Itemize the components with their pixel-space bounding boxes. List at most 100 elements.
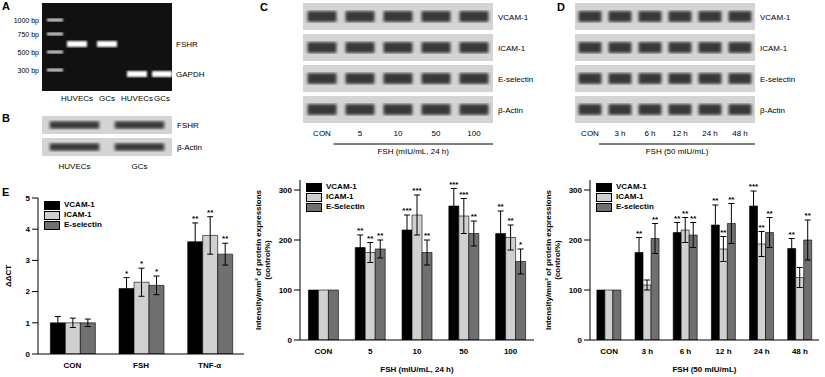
svg-text:24 h: 24 h: [702, 129, 718, 138]
svg-text:2: 2: [26, 287, 31, 296]
svg-text:1: 1: [26, 319, 31, 328]
svg-text:50: 50: [432, 129, 441, 138]
svg-text:HUVECs: HUVECs: [58, 162, 90, 171]
svg-text:β-Actin: β-Actin: [498, 106, 523, 115]
svg-text:TNF-α: TNF-α: [198, 361, 221, 370]
svg-text:A: A: [2, 0, 10, 12]
svg-text:300: 300: [279, 186, 293, 195]
svg-text:FSH (50 mIU/mL): FSH (50 mIU/mL): [672, 365, 736, 374]
svg-text:1000 bp: 1000 bp: [14, 17, 39, 25]
svg-text:GCs: GCs: [99, 94, 115, 103]
svg-text:**: **: [728, 195, 735, 204]
svg-text:3 h: 3 h: [641, 347, 653, 356]
svg-text:100: 100: [467, 129, 481, 138]
svg-text:Intensity/mm² of protein expre: Intensity/mm² of protein expressions(con…: [254, 189, 272, 330]
svg-text:GCs: GCs: [154, 94, 170, 103]
svg-text:FSH (mIU/mL, 24 h): FSH (mIU/mL, 24 h): [377, 147, 449, 156]
svg-text:50: 50: [459, 347, 468, 356]
svg-text:CON: CON: [315, 347, 333, 356]
svg-text:GCs: GCs: [132, 162, 148, 171]
svg-text:**: **: [712, 196, 719, 205]
svg-text:***: ***: [402, 206, 412, 215]
svg-text:3 h: 3 h: [614, 129, 625, 138]
svg-text:10: 10: [394, 129, 403, 138]
svg-text:300: 300: [569, 186, 583, 195]
svg-text:**: **: [758, 223, 765, 232]
svg-text:6 h: 6 h: [644, 129, 655, 138]
svg-text:FSH: FSH: [133, 361, 149, 370]
svg-text:750 bp: 750 bp: [18, 31, 40, 39]
svg-text:**: **: [508, 216, 515, 225]
svg-text:ICAM-1: ICAM-1: [760, 44, 788, 53]
svg-text:**: **: [805, 211, 812, 220]
svg-text:**: **: [471, 212, 478, 221]
svg-text:200: 200: [569, 236, 583, 245]
svg-text:100: 100: [504, 347, 518, 356]
svg-text:**: **: [652, 215, 659, 224]
svg-text:*: *: [519, 240, 523, 249]
svg-text:**: **: [636, 229, 643, 238]
svg-text:**: **: [720, 228, 727, 237]
svg-text:**: **: [789, 230, 796, 239]
svg-text:Intensity/mm² of protein expre: Intensity/mm² of protein expressions(con…: [544, 189, 562, 330]
svg-text:***: ***: [459, 190, 469, 199]
svg-text:200: 200: [279, 236, 293, 245]
svg-text:12 h: 12 h: [672, 129, 688, 138]
svg-text:*: *: [155, 267, 159, 276]
svg-text:CON: CON: [600, 347, 618, 356]
svg-text:4: 4: [26, 225, 31, 234]
svg-text:0: 0: [26, 350, 31, 359]
svg-text:12 h: 12 h: [716, 347, 732, 356]
svg-text:FSH (50 mIU/mL): FSH (50 mIU/mL): [646, 147, 709, 156]
svg-text:CON: CON: [581, 129, 599, 138]
svg-text:FSHR: FSHR: [177, 121, 199, 130]
svg-text:**: **: [357, 226, 364, 235]
svg-text:48 h: 48 h: [792, 347, 808, 356]
svg-text:300 bp: 300 bp: [18, 67, 40, 75]
svg-text:**: **: [690, 214, 697, 223]
svg-text:**: **: [367, 234, 374, 243]
svg-text:0: 0: [288, 336, 293, 345]
svg-text:24 h: 24 h: [754, 347, 770, 356]
svg-text:***: ***: [749, 182, 759, 191]
svg-text:**: **: [682, 209, 689, 218]
svg-text:**: **: [498, 202, 505, 211]
svg-text:6 h: 6 h: [680, 347, 692, 356]
svg-text:5: 5: [26, 194, 31, 203]
svg-text:***: ***: [449, 180, 459, 189]
svg-text:***: ***: [412, 186, 422, 195]
svg-text:E-selectin: E-selectin: [498, 75, 533, 84]
svg-text:E-selectin: E-selectin: [760, 75, 795, 84]
svg-text:**: **: [377, 231, 384, 240]
svg-text:**: **: [424, 231, 431, 240]
svg-text:**: **: [222, 234, 229, 243]
svg-text:VCAM-1: VCAM-1: [498, 13, 529, 22]
svg-text:10: 10: [413, 347, 422, 356]
svg-text:48 h: 48 h: [732, 129, 748, 138]
svg-text:**: **: [192, 214, 199, 223]
svg-text:B: B: [2, 112, 10, 124]
svg-text:3: 3: [26, 256, 31, 265]
svg-text:ICAM-1: ICAM-1: [498, 44, 526, 53]
svg-text:*: *: [125, 269, 129, 278]
svg-text:CON: CON: [313, 129, 331, 138]
svg-text:FSHR: FSHR: [176, 40, 198, 49]
svg-text:β-Actin: β-Actin: [760, 106, 785, 115]
svg-text:0: 0: [578, 336, 583, 345]
svg-text:CON: CON: [63, 361, 81, 370]
svg-text:5: 5: [368, 347, 373, 356]
svg-text:100: 100: [279, 286, 293, 295]
svg-text:**: **: [766, 209, 773, 218]
svg-text:HUVECs: HUVECs: [61, 94, 93, 103]
svg-text:5: 5: [358, 129, 363, 138]
svg-text:*: *: [140, 259, 144, 268]
svg-text:**: **: [207, 208, 214, 217]
svg-text:**: **: [674, 214, 681, 223]
svg-text:FSH (mIU/mL, 24 h): FSH (mIU/mL, 24 h): [380, 365, 454, 374]
svg-text:VCAM-1: VCAM-1: [760, 13, 791, 22]
svg-text:GAPDH: GAPDH: [176, 70, 205, 79]
svg-text:HUVECs: HUVECs: [121, 94, 153, 103]
svg-text:100: 100: [569, 286, 583, 295]
svg-text:D: D: [557, 1, 565, 13]
svg-text:β-Actin: β-Actin: [177, 143, 202, 152]
